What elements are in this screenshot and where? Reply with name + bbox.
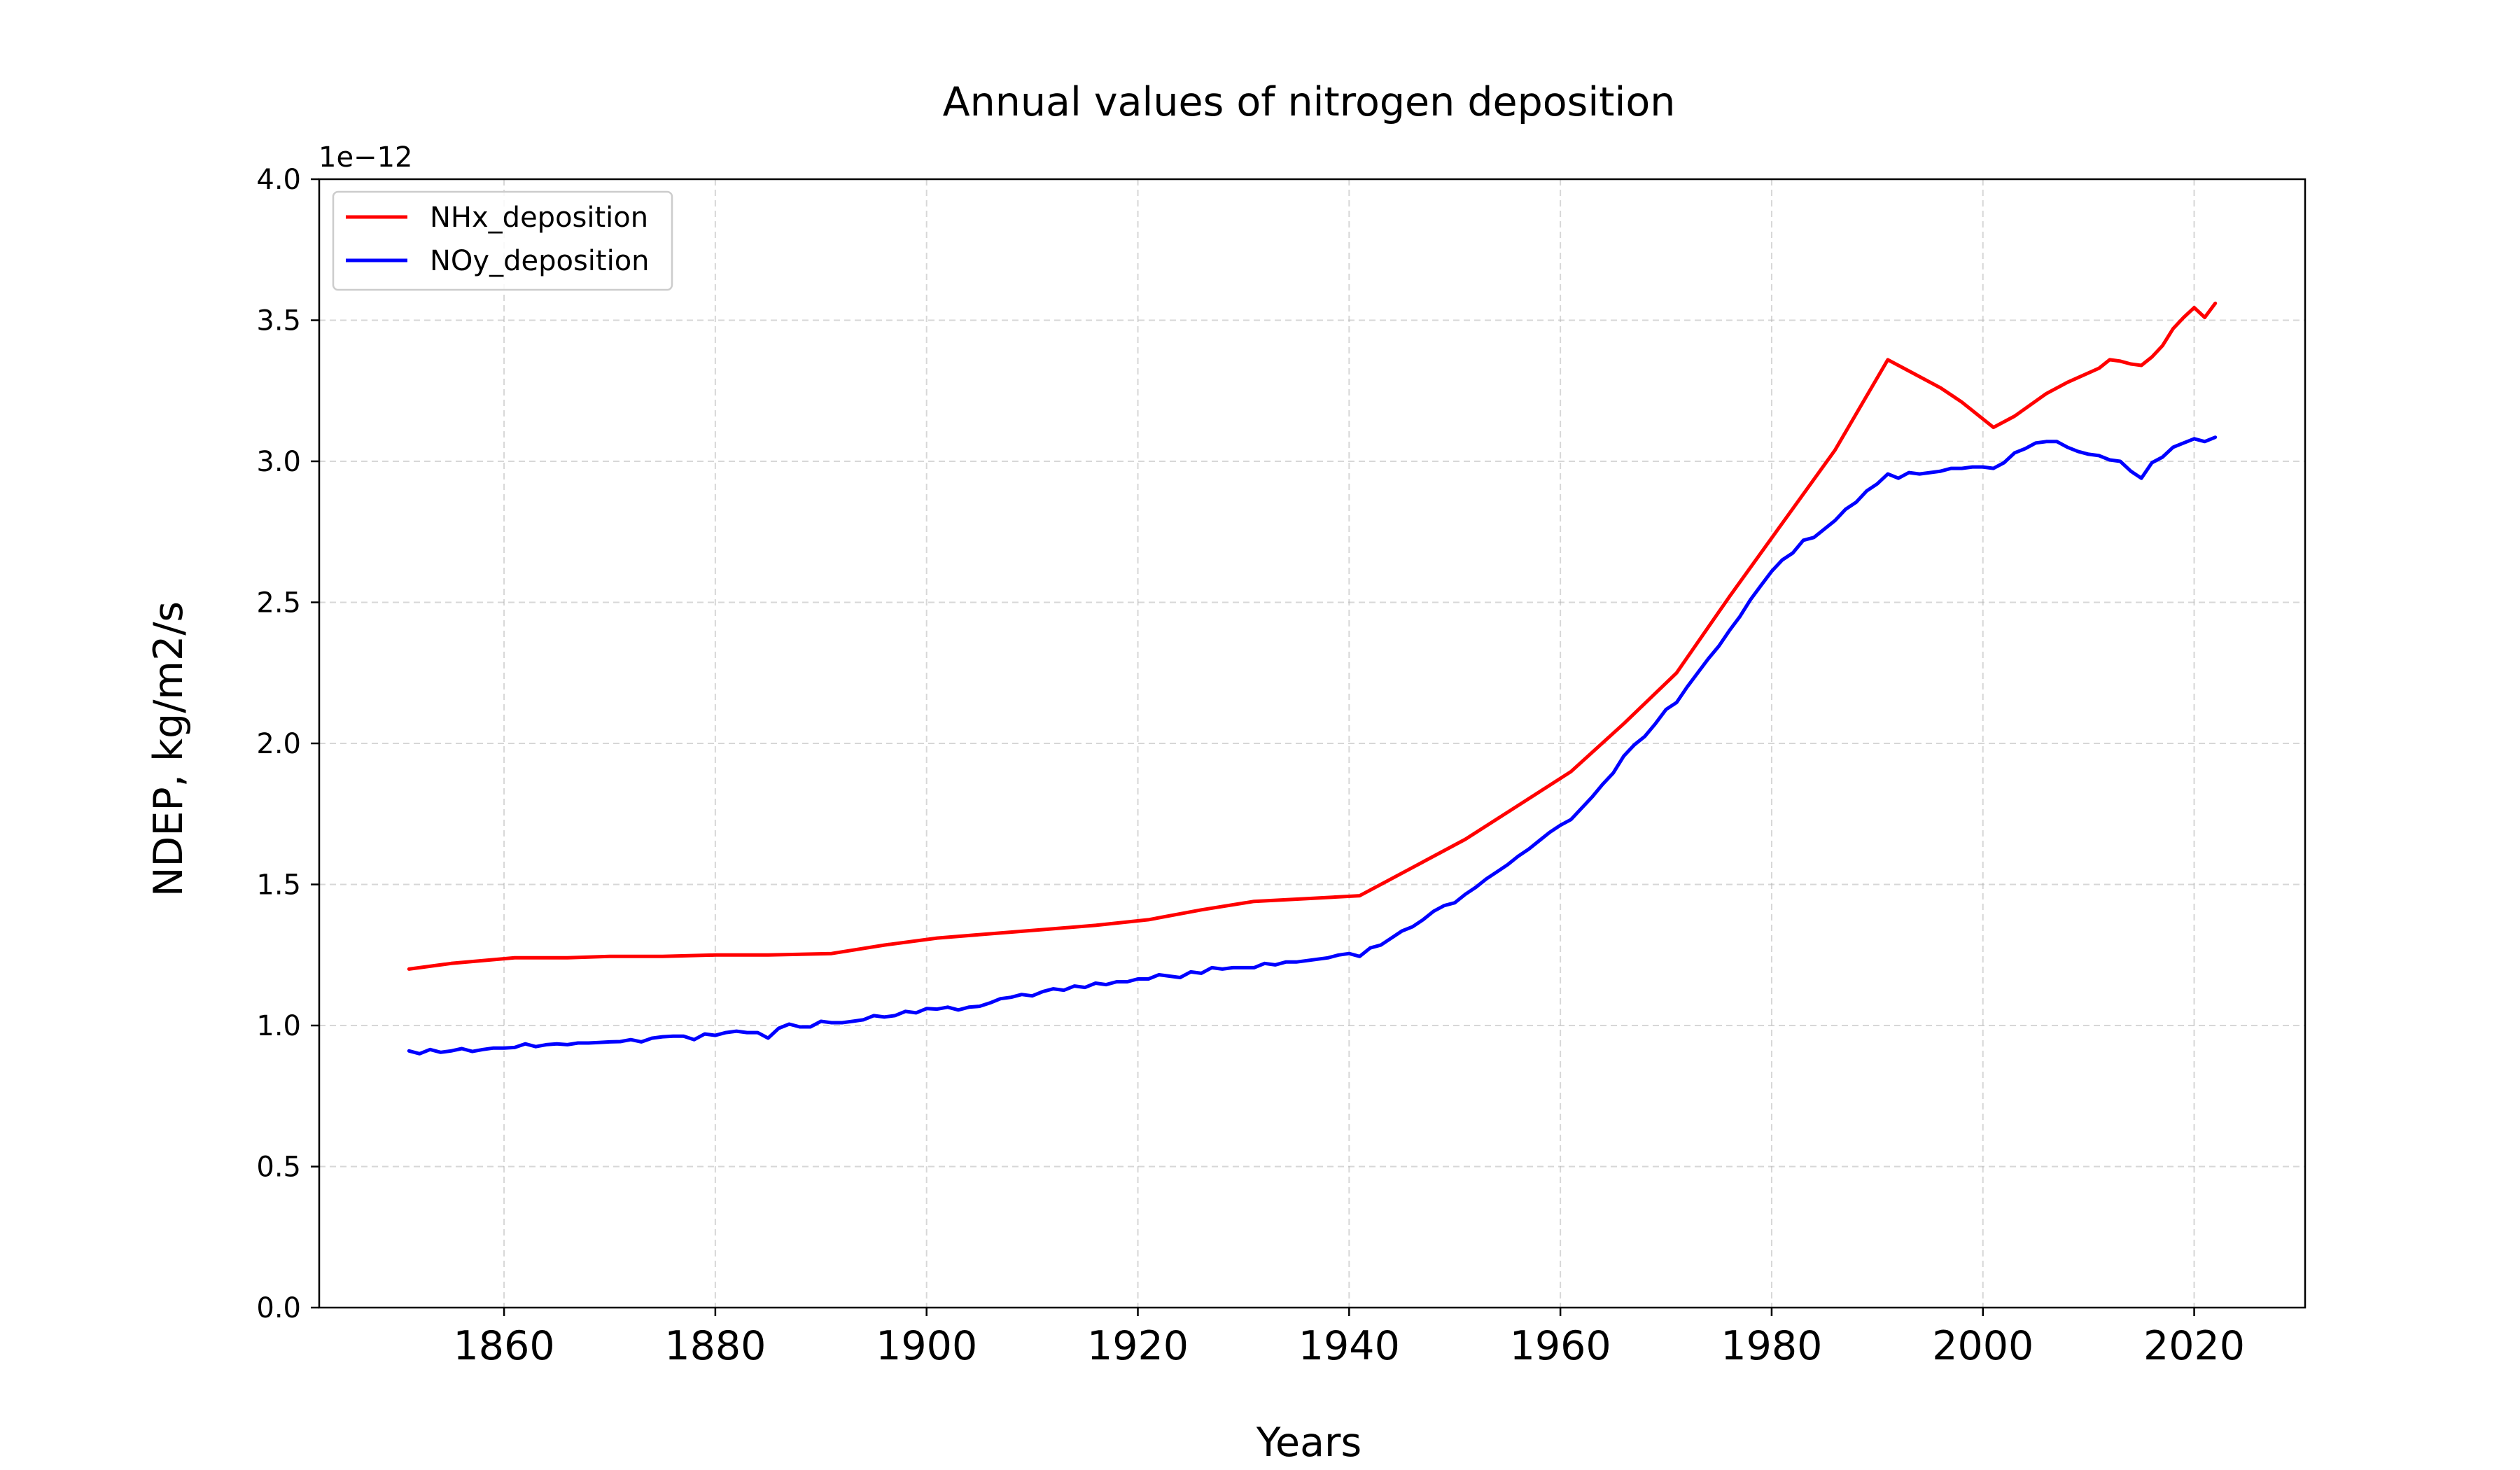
chart-title: Annual values of nitrogen deposition bbox=[943, 79, 1676, 125]
y-tick-label: 2.5 bbox=[256, 587, 301, 620]
x-tick-label: 1940 bbox=[1298, 1323, 1400, 1369]
x-tick-label: 1920 bbox=[1087, 1323, 1189, 1369]
legend-label-noy: NOy_deposition bbox=[430, 245, 650, 277]
x-axis-label: Years bbox=[1256, 1420, 1362, 1466]
y-tick-label: 1.5 bbox=[256, 869, 301, 902]
series-layer bbox=[407, 301, 2218, 1056]
series-line-noy-deposition bbox=[407, 435, 2218, 1056]
legend-box bbox=[332, 190, 673, 291]
x-tick-label: 1900 bbox=[876, 1323, 977, 1369]
y-tick-label: 0.5 bbox=[256, 1152, 301, 1184]
x-tick-label: 1880 bbox=[664, 1323, 766, 1369]
y-tick-label: 3.0 bbox=[256, 446, 301, 478]
x-tick-label: 1980 bbox=[1721, 1323, 1822, 1369]
x-tick-label: 1960 bbox=[1510, 1323, 1611, 1369]
x-tick-label: 2020 bbox=[2143, 1323, 2245, 1369]
y-tick-label: 3.5 bbox=[256, 305, 301, 337]
x-tick-label: 1860 bbox=[454, 1323, 555, 1369]
x-tick-label: 2000 bbox=[1932, 1323, 2033, 1369]
y-tick-label: 2.0 bbox=[256, 728, 301, 760]
y-tick-label: 1.0 bbox=[256, 1010, 301, 1042]
y-tick-label: 4.0 bbox=[256, 164, 301, 196]
series-line-nhx-deposition bbox=[407, 301, 2218, 971]
axes: 1860 1880 1900 1920 1940 1960 1980 2000 2020 0.0 0… bbox=[256, 164, 2245, 1369]
legend: NHx_deposition NOy_deposition bbox=[332, 190, 673, 291]
y-tick-label: 0.0 bbox=[256, 1292, 301, 1324]
y-axis-offset-label: 1e−12 bbox=[318, 141, 412, 174]
y-axis-label: NDEP, kg/m2/s bbox=[146, 601, 192, 897]
legend-label-nhx: NHx_deposition bbox=[430, 202, 648, 234]
